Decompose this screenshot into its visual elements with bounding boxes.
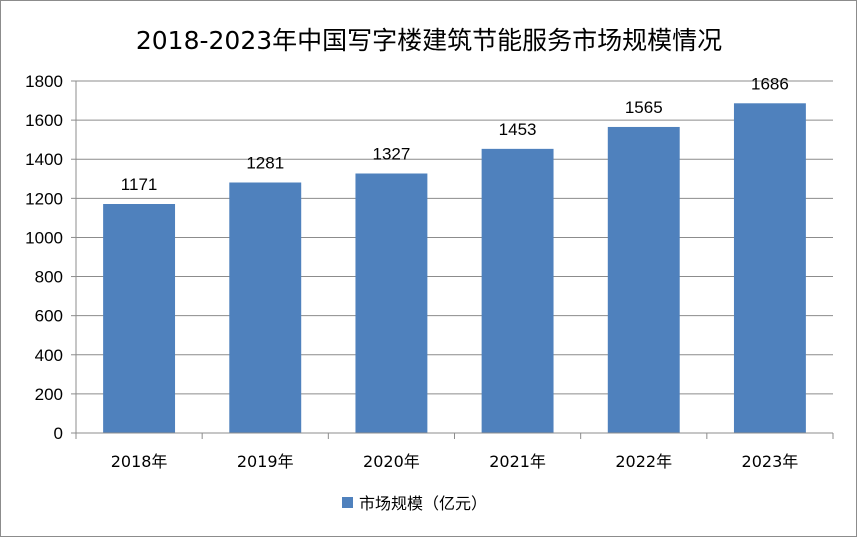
data-label: 1686 [751, 74, 789, 93]
y-axis-ticks: 0 200 400 600 800 1000 1200 1400 1600 1800 [25, 72, 76, 443]
y-tick-label: 1600 [25, 111, 63, 130]
bar [229, 182, 302, 433]
y-tick-label: 1800 [25, 72, 63, 91]
bar [103, 204, 176, 433]
gridlines [76, 80, 833, 395]
data-label: 1171 [121, 175, 158, 194]
y-tick-label: 1000 [25, 228, 63, 247]
legend-label: 市场规模（亿元） [359, 494, 487, 513]
bar [607, 126, 680, 433]
y-tick-label: 600 [35, 307, 63, 326]
data-label: 1565 [625, 98, 663, 117]
bar [355, 173, 428, 433]
legend: 市场规模（亿元） [342, 494, 487, 513]
bars [103, 103, 806, 433]
x-tick-label: 2022年 [615, 452, 672, 471]
x-axis-ticks: 2018年 2019年 2020年 2021年 2022年 2023年 [75, 433, 834, 471]
y-tick-label: 400 [35, 346, 63, 365]
axes [75, 81, 833, 434]
legend-swatch [342, 497, 353, 508]
y-tick-label: 1200 [25, 189, 63, 208]
data-labels: 1171 1281 1327 1453 1565 1686 [121, 74, 789, 194]
chart-title: 2018-2023年中国写字楼建筑节能服务市场规模情况 [136, 26, 722, 55]
data-label: 1281 [246, 153, 284, 172]
x-tick-label: 2021年 [489, 452, 546, 471]
y-tick-label: 1400 [25, 150, 63, 169]
data-label: 1327 [373, 144, 411, 163]
bar [733, 103, 806, 433]
data-label: 1453 [499, 120, 537, 139]
x-tick-label: 2020年 [363, 452, 420, 471]
x-tick-label: 2018年 [111, 452, 168, 471]
y-tick-label: 0 [54, 424, 63, 443]
x-tick-label: 2023年 [742, 452, 799, 471]
bar [481, 148, 554, 433]
y-tick-label: 800 [35, 268, 63, 287]
x-tick-label: 2019年 [237, 452, 294, 471]
y-tick-label: 200 [35, 385, 63, 404]
